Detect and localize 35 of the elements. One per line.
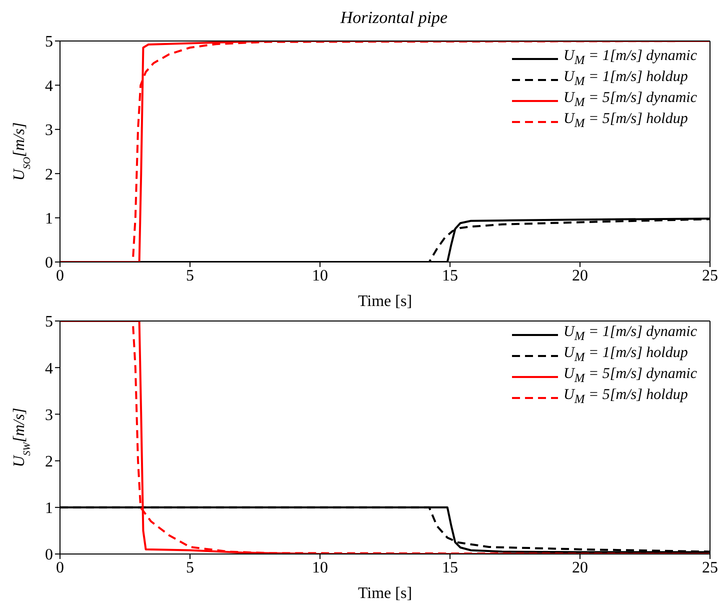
y-tick-label: 1	[45, 500, 53, 518]
chart-title: Horizontal pipe	[339, 8, 449, 28]
x-axis-title: Time [s]	[358, 293, 412, 310]
y-tick-label: 0	[45, 254, 53, 272]
x-axis-title: Time [s]	[358, 585, 412, 602]
x-tick-label: 0	[56, 559, 64, 576]
y-tick-label: 4	[45, 78, 53, 95]
legend-label: U$_{M}$ = 5[m/s] dynamic	[564, 366, 697, 387]
x-tick-label: 25	[702, 267, 718, 284]
y-tick-label: 3	[45, 122, 53, 140]
legend-label: U$_{M}$ = 1[m/s] dynamic	[564, 48, 697, 69]
y-tick-label: 4	[45, 360, 53, 378]
legend-label: U$_{M}$ = 5[m/s] holdup	[564, 387, 688, 408]
x-tick-label: 20	[572, 267, 588, 284]
y-tick-label: 2	[45, 166, 53, 184]
legend-label: U$_{M}$ = 5[m/s] holdup	[564, 111, 688, 132]
x-tick-label: 10	[312, 267, 328, 284]
y-tick-label: 2	[45, 453, 53, 470]
x-tick-label: 15	[442, 267, 458, 284]
y-tick-label: 5	[45, 314, 53, 331]
x-tick-label: 10	[312, 559, 328, 576]
legend-label: U$_{M}$ = 5[m/s] dynamic	[564, 90, 697, 111]
x-tick-label: 15	[442, 559, 458, 576]
y-tick-label: 3	[45, 406, 53, 424]
y-tick-label: 5	[45, 34, 53, 51]
x-tick-label: 0	[56, 267, 64, 284]
x-tick-label: 5	[186, 559, 194, 576]
legend-label: U$_{M}$ = 1[m/s] holdup	[564, 69, 688, 90]
legend-label: U$_{M}$ = 1[m/s] dynamic	[564, 324, 697, 345]
x-tick-label: 20	[572, 559, 588, 576]
y-tick-label: 0	[45, 546, 53, 564]
legend-label: U$_{M}$ = 1[m/s] holdup	[564, 345, 688, 366]
x-tick-label: 5	[186, 267, 194, 284]
y-tick-label: 1	[45, 210, 53, 228]
x-tick-label: 25	[702, 559, 718, 576]
